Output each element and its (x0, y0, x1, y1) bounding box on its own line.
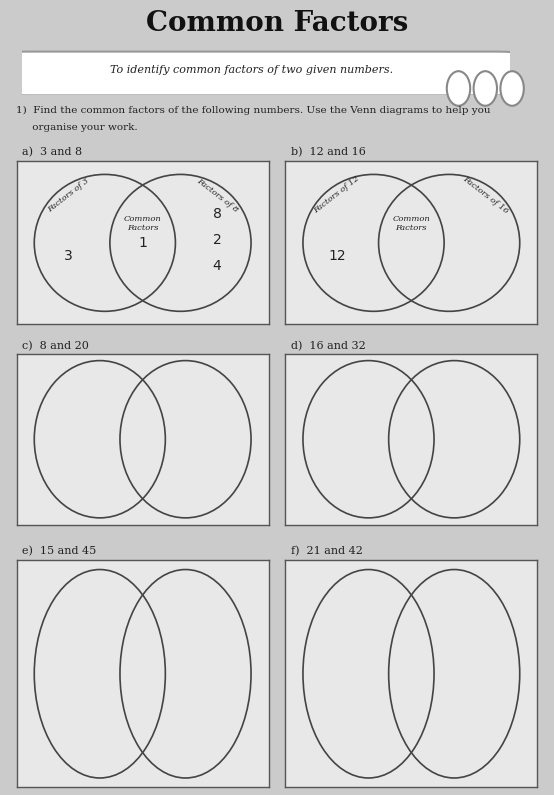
Text: Common Factors: Common Factors (146, 10, 408, 37)
Text: Factors of 8: Factors of 8 (195, 176, 239, 214)
Text: Factors of 12: Factors of 12 (312, 175, 361, 215)
Text: 1: 1 (138, 236, 147, 250)
Text: a)  3 and 8: a) 3 and 8 (22, 147, 83, 157)
Text: e)  15 and 45: e) 15 and 45 (22, 546, 96, 556)
Text: 8: 8 (213, 207, 222, 220)
Ellipse shape (500, 72, 524, 106)
Text: 12: 12 (328, 249, 346, 263)
Text: b)  12 and 16: b) 12 and 16 (291, 147, 366, 157)
Text: f)  21 and 42: f) 21 and 42 (291, 546, 363, 556)
Text: 2: 2 (213, 233, 222, 246)
Text: 3: 3 (64, 249, 73, 263)
Text: Factors of 3: Factors of 3 (46, 176, 90, 214)
FancyBboxPatch shape (3, 52, 520, 95)
Text: organise your work.: organise your work. (17, 123, 138, 132)
Text: d)  16 and 32: d) 16 and 32 (291, 341, 366, 351)
Text: To identify common factors of two given numbers.: To identify common factors of two given … (110, 65, 393, 75)
Text: Common
Factors: Common Factors (124, 215, 162, 232)
Text: 4: 4 (213, 258, 222, 273)
Text: Common
Factors: Common Factors (392, 215, 430, 232)
Ellipse shape (447, 72, 470, 106)
Ellipse shape (474, 72, 497, 106)
Text: 1)  Find the common factors of the following numbers. Use the Venn diagrams to h: 1) Find the common factors of the follow… (17, 106, 491, 114)
Text: c)  8 and 20: c) 8 and 20 (22, 341, 89, 351)
Text: Factors of 16: Factors of 16 (461, 175, 510, 215)
